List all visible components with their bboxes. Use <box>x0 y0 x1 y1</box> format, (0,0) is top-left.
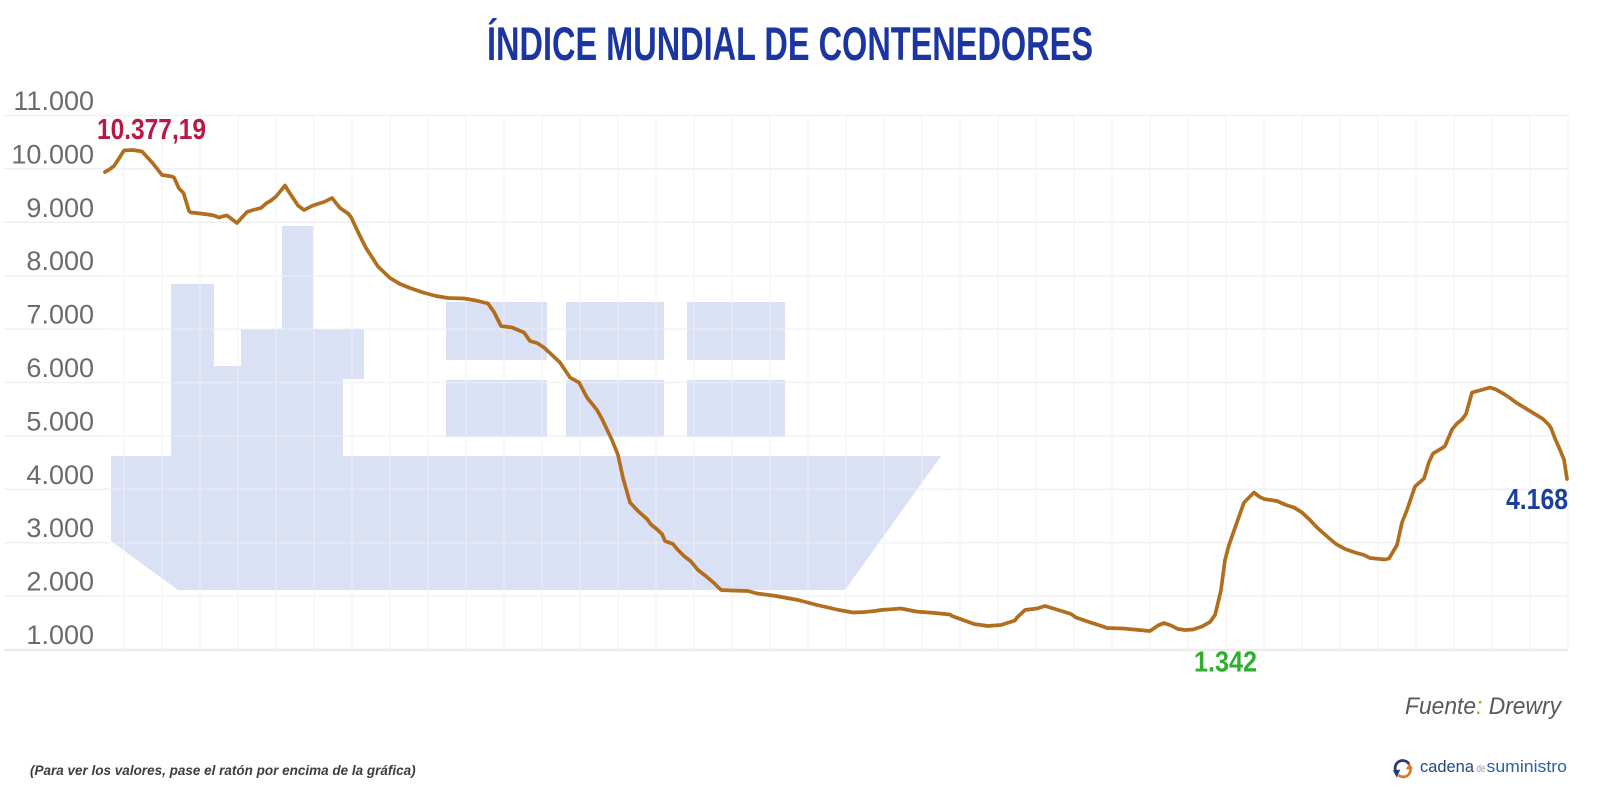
svg-text:7.000: 7.000 <box>26 300 94 330</box>
svg-text:1.342: 1.342 <box>1194 647 1257 679</box>
svg-text:de: de <box>1477 763 1486 775</box>
svg-text:Fuente: Drewry: Fuente: Drewry <box>1405 693 1563 720</box>
svg-text:11.000: 11.000 <box>13 86 94 116</box>
svg-text:2.000: 2.000 <box>26 567 94 597</box>
svg-text:5.000: 5.000 <box>26 406 94 436</box>
svg-text:10.000: 10.000 <box>11 139 94 169</box>
svg-text:(Para ver los valores, pase el: (Para ver los valores, pase el ratón por… <box>30 763 416 778</box>
svg-text:10.377,19: 10.377,19 <box>97 114 206 146</box>
svg-text:ÍNDICE MUNDIAL DE CONTENEDORES: ÍNDICE MUNDIAL DE CONTENEDORES <box>487 17 1093 70</box>
svg-text:cadena: cadena <box>1420 757 1475 776</box>
svg-text:9.000: 9.000 <box>26 193 94 223</box>
svg-text:1.000: 1.000 <box>26 620 94 650</box>
svg-text:3.000: 3.000 <box>26 513 94 543</box>
svg-text:6.000: 6.000 <box>26 353 94 383</box>
svg-text:suministro: suministro <box>1487 757 1568 776</box>
svg-text:4.000: 4.000 <box>26 460 94 490</box>
svg-text:8.000: 8.000 <box>26 246 94 276</box>
svg-text:4.168: 4.168 <box>1506 484 1568 516</box>
